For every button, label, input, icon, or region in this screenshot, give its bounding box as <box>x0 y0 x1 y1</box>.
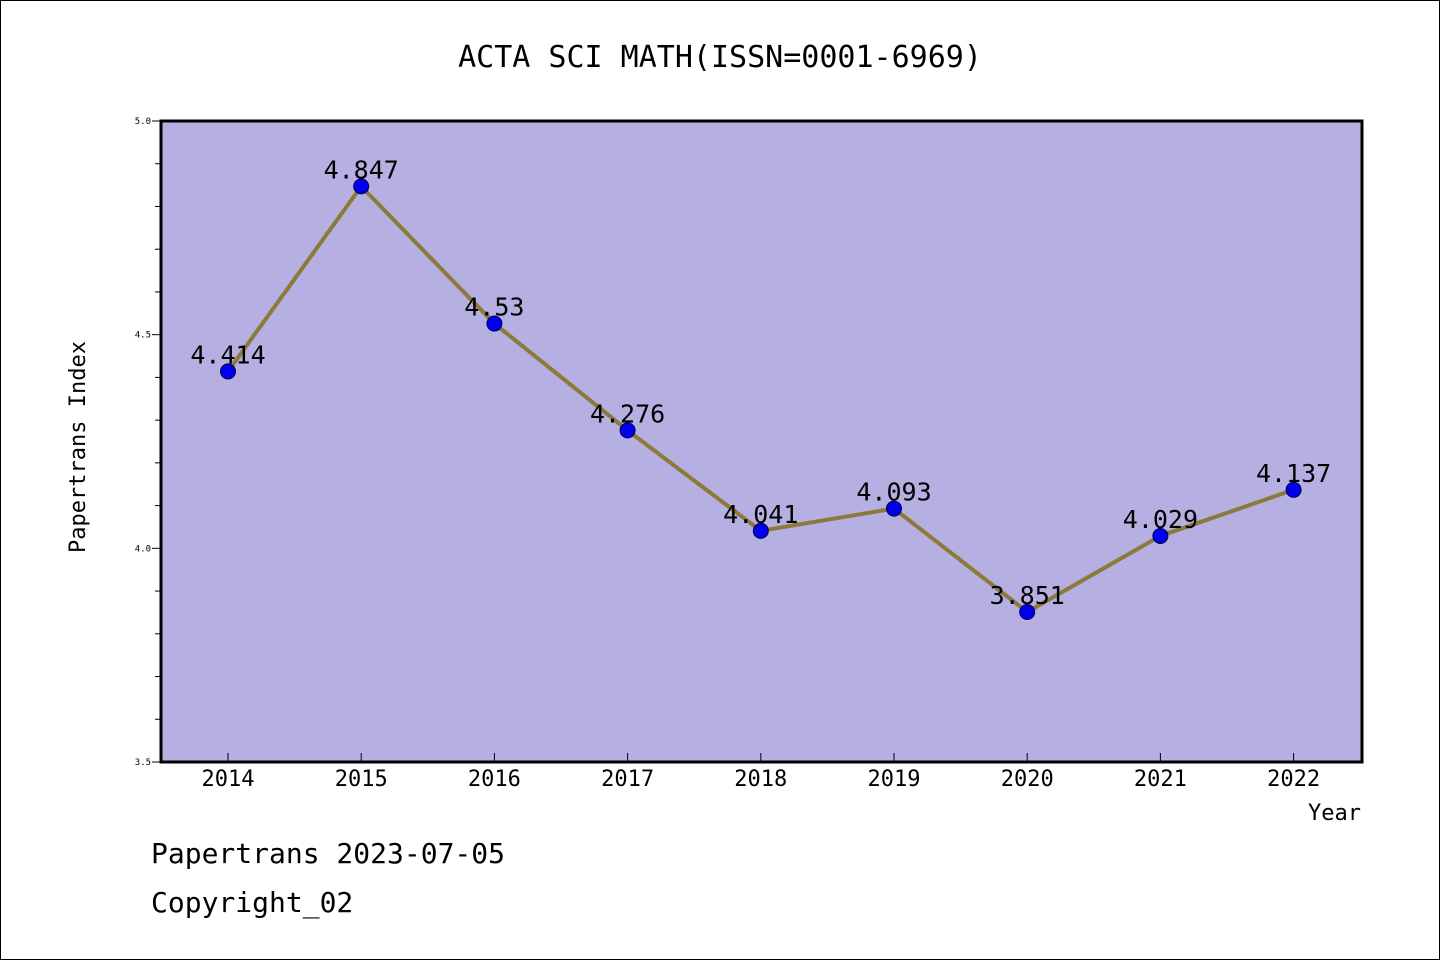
data-label: 4.847 <box>324 155 399 184</box>
data-label: 4.137 <box>1256 459 1331 488</box>
x-tick-label: 2022 <box>1267 767 1320 792</box>
data-label: 4.276 <box>590 399 665 428</box>
y-tick-label: 3.5 <box>135 758 151 768</box>
x-tick-label: 2014 <box>202 767 255 792</box>
axis-ticks: 3.5 4.0 4.5 5.0 2014 2015 2016 2017 2018 2019 2020… <box>135 117 1320 792</box>
x-tick-label: 2015 <box>335 767 388 792</box>
data-label: 4.414 <box>190 340 265 369</box>
data-label: 4.029 <box>1123 505 1198 534</box>
data-point <box>1019 604 1036 621</box>
y-tick-label: 5.0 <box>135 117 151 127</box>
x-tick-label: 2021 <box>1134 767 1187 792</box>
y-tick-label: 4.0 <box>135 544 151 554</box>
data-label: 4.53 <box>464 293 524 322</box>
data-label: 4.041 <box>723 500 798 529</box>
x-tick-label: 2020 <box>1001 767 1054 792</box>
y-axis-title: Papertrans Index <box>66 341 91 553</box>
chart-title: ACTA SCI MATH(ISSN=0001-6969) <box>458 40 982 75</box>
data-point <box>353 178 370 195</box>
y-tick-label: 4.5 <box>135 331 151 341</box>
data-point <box>752 522 769 539</box>
data-point <box>619 422 636 439</box>
data-point <box>886 500 902 517</box>
data-point <box>1285 481 1302 498</box>
x-tick-label: 2017 <box>601 767 654 792</box>
footer-date: Papertrans 2023-07-05 <box>151 837 506 870</box>
plot-frame <box>159 119 1364 764</box>
data-label: 4.093 <box>856 478 931 507</box>
x-tick-label: 2016 <box>468 767 521 792</box>
data-series: 4.414 4.847 4.53 4.276 4.041 4.093 3.851 4.029 4… <box>190 155 1331 621</box>
footer-copyright: Copyright_02 <box>151 886 354 919</box>
data-point <box>220 363 236 380</box>
data-point <box>486 315 503 332</box>
data-point <box>1152 527 1169 544</box>
data-label: 3.851 <box>990 581 1065 610</box>
x-tick-label: 2019 <box>868 767 921 792</box>
x-axis-title: Year <box>1308 801 1361 826</box>
plot-area <box>161 121 1362 762</box>
x-tick-label: 2018 <box>734 767 787 792</box>
